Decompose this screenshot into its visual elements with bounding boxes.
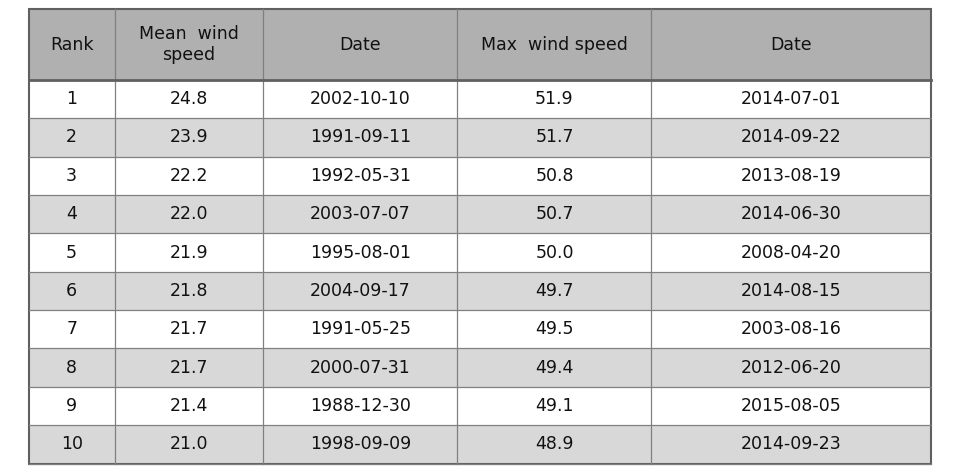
Text: 4: 4 (66, 205, 77, 223)
Bar (29, 195, 931, 233)
Text: Rank: Rank (50, 35, 93, 53)
Text: 22.2: 22.2 (170, 167, 208, 185)
Text: 24.8: 24.8 (170, 90, 208, 108)
Text: 23.9: 23.9 (170, 128, 208, 147)
Text: 2014-09-23: 2014-09-23 (741, 435, 842, 453)
Text: 48.9: 48.9 (535, 435, 574, 453)
Text: 21.0: 21.0 (170, 435, 208, 453)
Text: Max  wind speed: Max wind speed (481, 35, 628, 53)
Text: 1992-05-31: 1992-05-31 (310, 167, 411, 185)
Bar (29, 157, 931, 195)
Text: 50.0: 50.0 (535, 244, 574, 262)
Text: 10: 10 (60, 435, 83, 453)
Bar (29, 425, 931, 464)
Text: 1: 1 (66, 90, 77, 108)
Text: 1995-08-01: 1995-08-01 (310, 244, 411, 262)
Bar (29, 233, 931, 272)
Text: 21.9: 21.9 (170, 244, 208, 262)
Bar (29, 387, 931, 425)
Text: 2014-07-01: 2014-07-01 (741, 90, 842, 108)
Text: Date: Date (771, 35, 812, 53)
Text: Date: Date (340, 35, 381, 53)
Text: 5: 5 (66, 244, 77, 262)
Bar (29, 118, 931, 157)
Text: 49.7: 49.7 (535, 282, 574, 300)
Text: 2004-09-17: 2004-09-17 (310, 282, 411, 300)
Bar (29, 9, 931, 80)
Text: 21.7: 21.7 (170, 359, 208, 377)
Text: 49.4: 49.4 (536, 359, 574, 377)
Text: 8: 8 (66, 359, 77, 377)
Text: 21.4: 21.4 (170, 397, 208, 415)
Text: 2003-07-07: 2003-07-07 (310, 205, 411, 223)
Text: 7: 7 (66, 320, 77, 338)
Text: 50.7: 50.7 (535, 205, 574, 223)
Text: 2002-10-10: 2002-10-10 (310, 90, 411, 108)
Text: 2008-04-20: 2008-04-20 (741, 244, 842, 262)
Bar (29, 80, 931, 118)
Text: 3: 3 (66, 167, 77, 185)
Text: 49.1: 49.1 (535, 397, 574, 415)
Text: 2013-08-19: 2013-08-19 (741, 167, 842, 185)
Text: 1991-09-11: 1991-09-11 (310, 128, 411, 147)
Text: 22.0: 22.0 (170, 205, 208, 223)
Text: 6: 6 (66, 282, 77, 300)
Text: 50.8: 50.8 (535, 167, 574, 185)
Text: 2003-08-16: 2003-08-16 (741, 320, 842, 338)
Text: Mean  wind
speed: Mean wind speed (139, 25, 239, 64)
Text: 2000-07-31: 2000-07-31 (310, 359, 411, 377)
Text: 2015-08-05: 2015-08-05 (741, 397, 842, 415)
Text: 51.7: 51.7 (535, 128, 574, 147)
Text: 2: 2 (66, 128, 77, 147)
Text: 2014-06-30: 2014-06-30 (741, 205, 842, 223)
Text: 1988-12-30: 1988-12-30 (310, 397, 411, 415)
Text: 49.5: 49.5 (535, 320, 574, 338)
Text: 2014-09-22: 2014-09-22 (741, 128, 842, 147)
Text: 2014-08-15: 2014-08-15 (741, 282, 842, 300)
Bar (29, 349, 931, 387)
Text: 21.8: 21.8 (170, 282, 208, 300)
Text: 1991-05-25: 1991-05-25 (310, 320, 411, 338)
Bar (29, 310, 931, 349)
Bar (29, 272, 931, 310)
Text: 1998-09-09: 1998-09-09 (310, 435, 411, 453)
Text: 9: 9 (66, 397, 77, 415)
Text: 21.7: 21.7 (170, 320, 208, 338)
Text: 2012-06-20: 2012-06-20 (741, 359, 842, 377)
Text: 51.9: 51.9 (535, 90, 574, 108)
